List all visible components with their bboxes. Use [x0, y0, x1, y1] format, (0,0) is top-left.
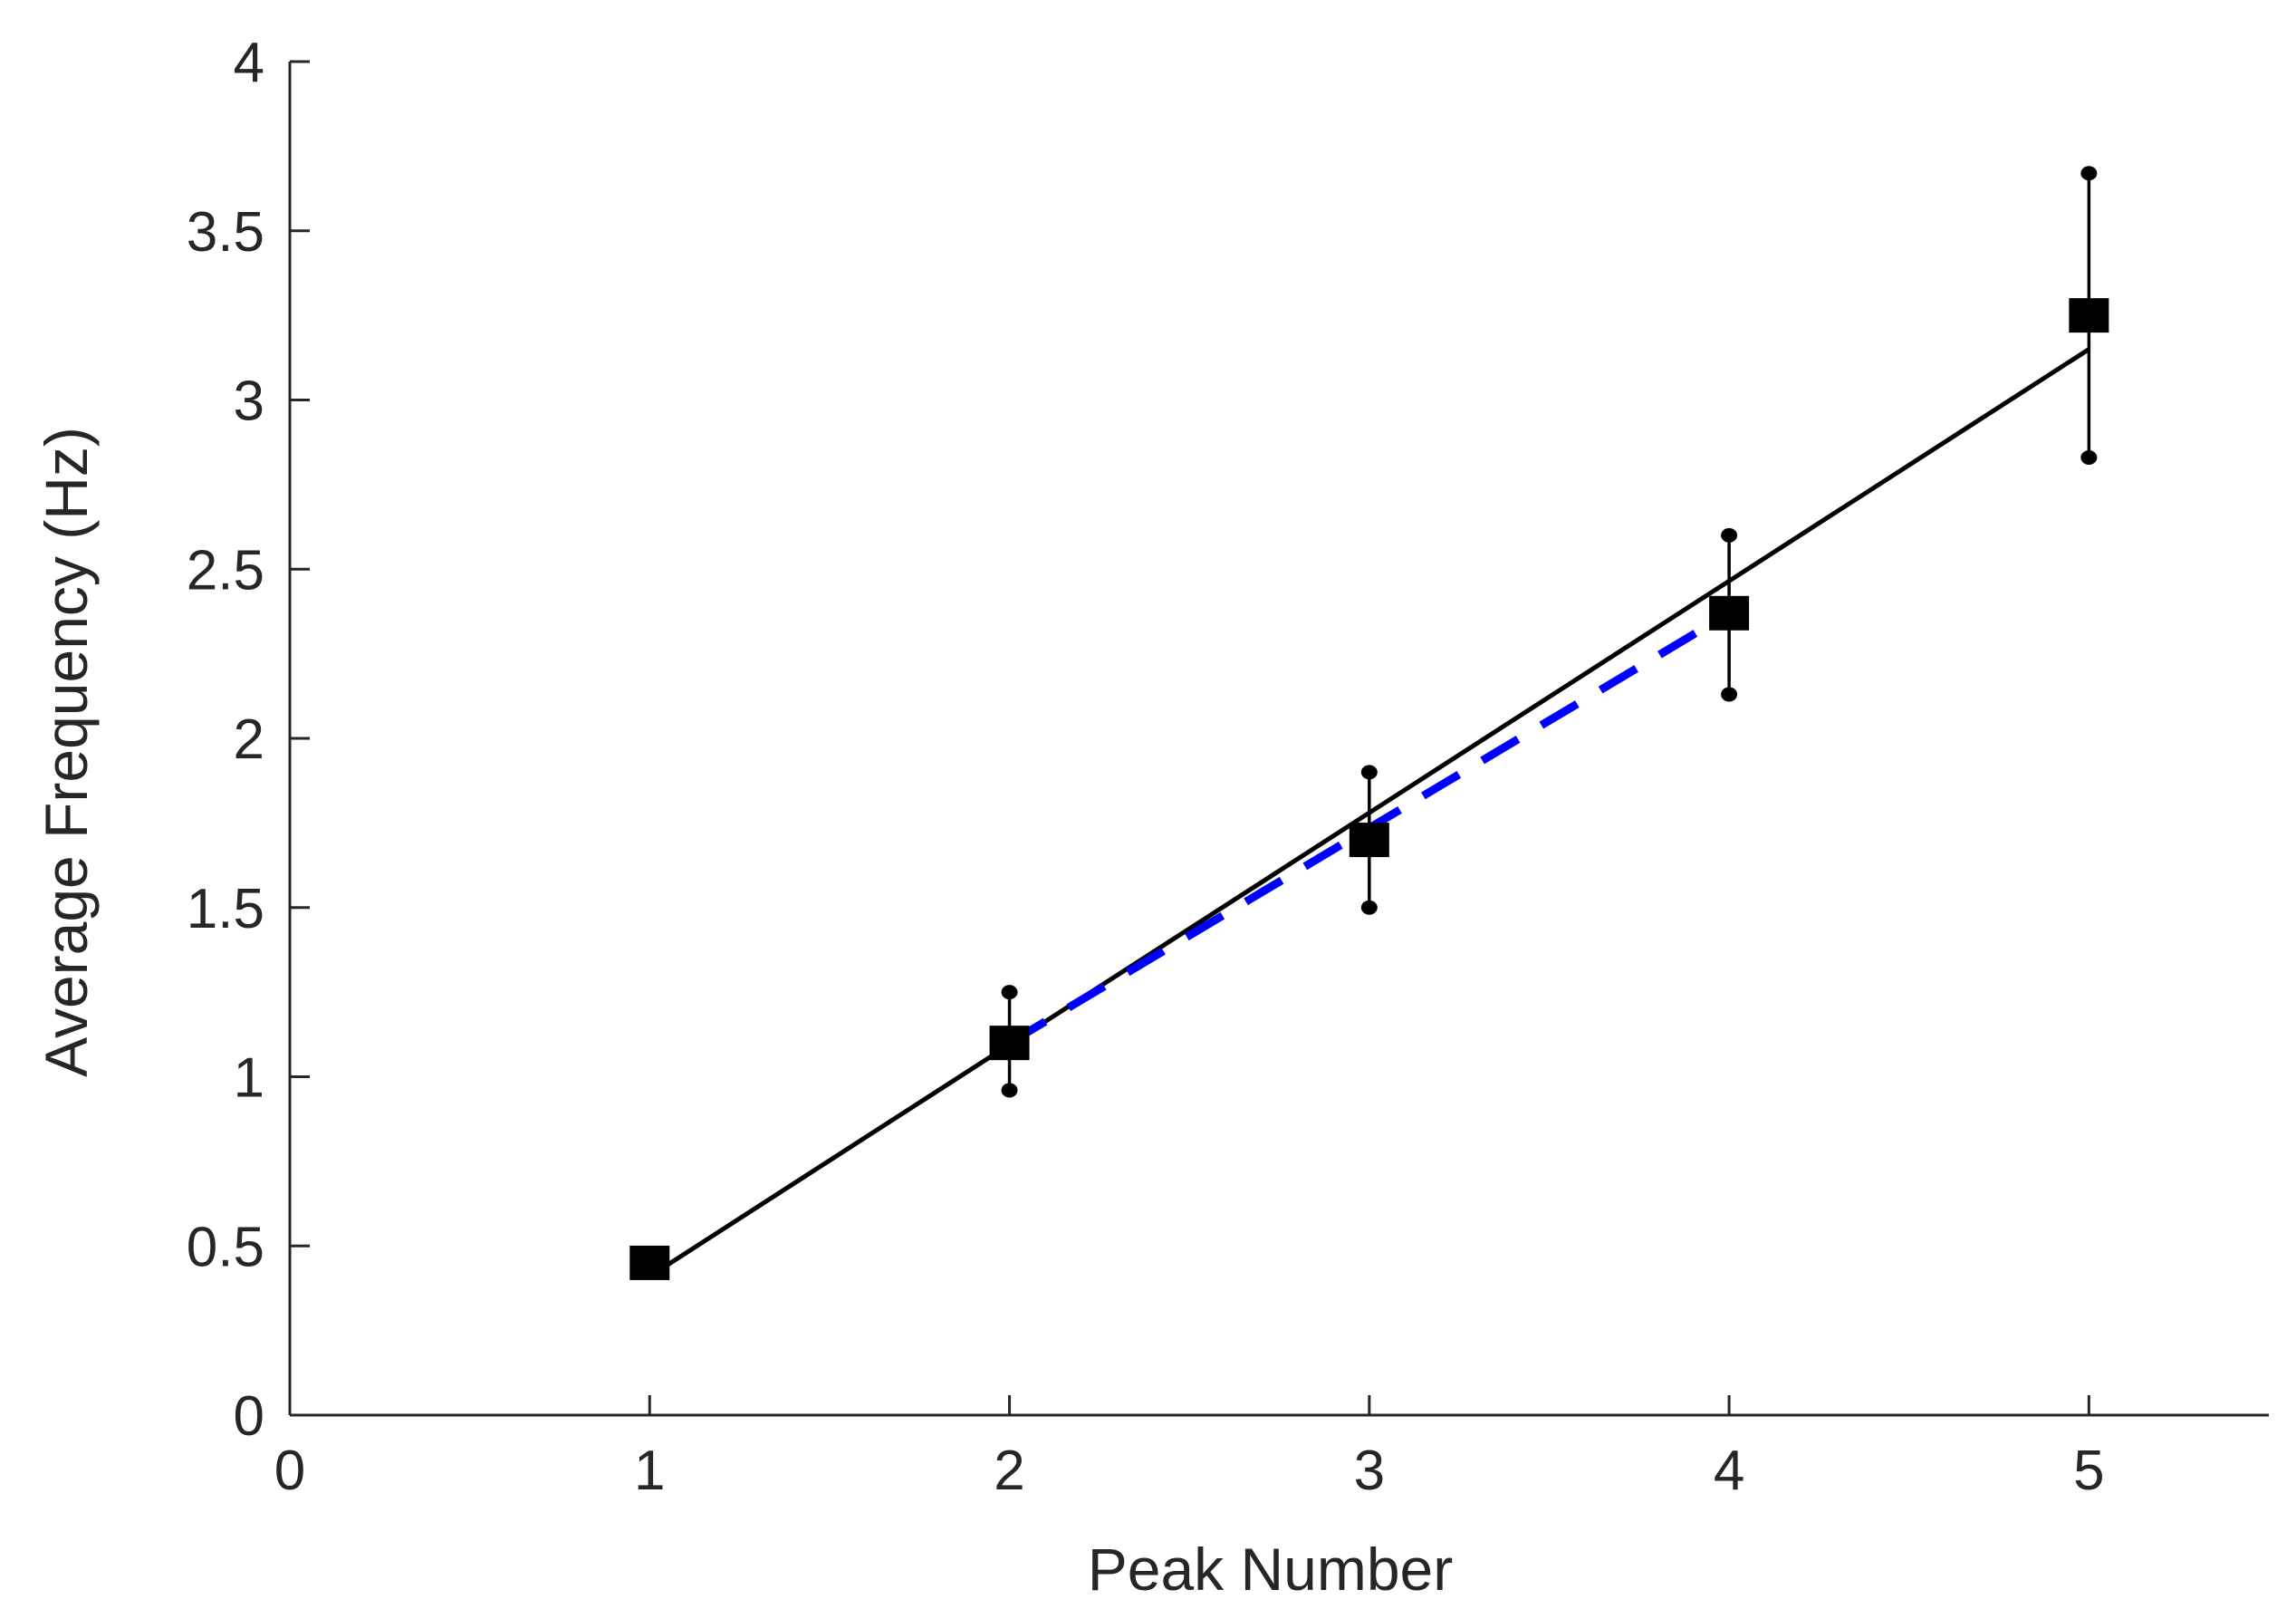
- x-tick-label: 4: [1714, 1440, 1744, 1502]
- error-cap-top: [1360, 765, 1378, 780]
- y-tick-label: 2: [234, 708, 264, 771]
- error-cap-top: [2080, 166, 2098, 181]
- error-cap-bottom: [1360, 900, 1378, 915]
- y-tick-label: 0: [234, 1385, 264, 1448]
- x-tick-label: 3: [1354, 1440, 1385, 1502]
- y-tick-label: 0.5: [187, 1216, 264, 1278]
- error-cap-bottom: [1721, 687, 1738, 702]
- data-point: [1349, 823, 1389, 858]
- y-axis-label: Average Frequency (Hz): [33, 427, 100, 1077]
- y-tick-label: 1: [234, 1047, 264, 1110]
- x-tick-label: 0: [274, 1440, 305, 1502]
- data-point: [629, 1245, 670, 1280]
- x-tick-label: 2: [994, 1440, 1024, 1502]
- y-tick-label: 1.5: [187, 878, 264, 940]
- error-cap-top: [1721, 527, 1738, 543]
- error-cap-bottom: [2080, 449, 2098, 465]
- y-tick-label: 3: [234, 371, 264, 433]
- data-point: [2069, 298, 2109, 333]
- error-cap-bottom: [1001, 1083, 1018, 1098]
- y-tick-label: 3.5: [187, 201, 264, 264]
- x-tick-label: 1: [634, 1440, 665, 1502]
- y-tick-label: 4: [234, 32, 264, 94]
- ticks: 0 1 2 3 4 5 0 0.5 1 1.5 2 2.5 3 3.5 4: [187, 32, 2105, 1502]
- x-axis-label: Peak Number: [1088, 1536, 1454, 1603]
- axes: [288, 62, 2269, 1417]
- error-bars: [641, 166, 2098, 1274]
- x-tick-label: 5: [2073, 1440, 2104, 1502]
- error-cap-top: [1001, 985, 1018, 1000]
- y-tick-label: 2.5: [187, 539, 264, 602]
- data-point: [989, 1026, 1030, 1061]
- data-point: [1709, 595, 1750, 631]
- data-markers: [629, 298, 2109, 1280]
